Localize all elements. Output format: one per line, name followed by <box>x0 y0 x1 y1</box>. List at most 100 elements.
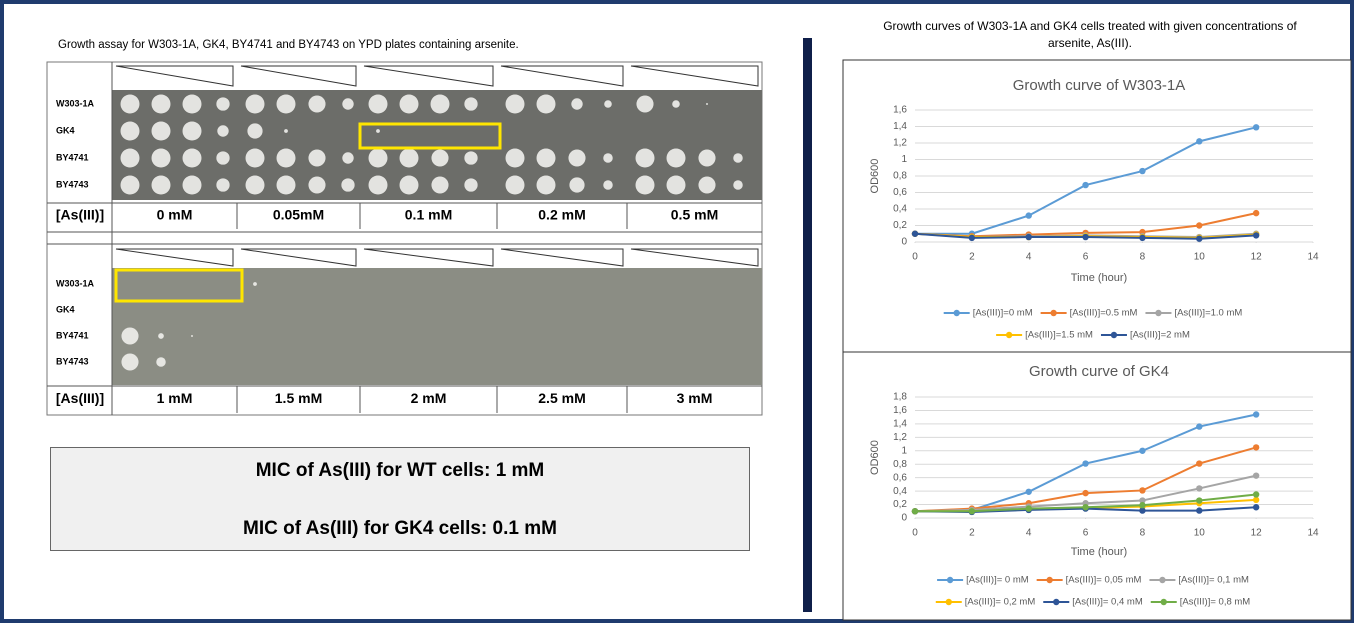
mic-text: MIC of As(III) for GK4 cells: 0.1 mM <box>51 518 749 540</box>
y-tick-label: 1 <box>901 445 907 456</box>
legend-marker <box>1155 310 1161 316</box>
legend-marker <box>946 599 952 605</box>
colony-spot <box>706 103 708 105</box>
colony-spot <box>537 176 556 195</box>
concentration-label: 3 mM <box>677 390 713 406</box>
legend-marker <box>1046 577 1052 583</box>
legend-row: [As(III)]= 0,2 mM[As(III)]= 0,4 mM[As(II… <box>936 597 1251 608</box>
divider <box>803 38 812 612</box>
colony-spot <box>400 149 419 168</box>
colony-spot <box>216 178 229 191</box>
legend-row: [As(III)]=0 mM [As(III)]=0.5 mM [As(III)]=… <box>944 308 1243 319</box>
legend-label: [As(III)]= 0,1 mM <box>1178 575 1249 586</box>
x-tick-label: 2 <box>969 252 975 263</box>
colony-spot <box>636 149 655 168</box>
data-point <box>1196 497 1202 503</box>
colony-spot <box>369 95 388 114</box>
y-axis-label: OD600 <box>869 440 881 475</box>
colony-spot <box>342 98 353 109</box>
colony-spot <box>152 149 171 168</box>
colony-spot <box>121 149 140 168</box>
data-point <box>1196 236 1202 242</box>
colony-spot <box>733 180 743 190</box>
colony-spot <box>604 100 612 108</box>
left-title: Growth assay for W303-1A, GK4, BY4741 an… <box>58 39 519 51</box>
legend-marker <box>1161 599 1167 605</box>
concentration-label: 0.05mM <box>273 207 324 223</box>
data-point <box>1253 411 1259 417</box>
data-point <box>1139 487 1145 493</box>
colony-spot <box>464 97 477 110</box>
data-point <box>1196 460 1202 466</box>
data-point <box>1139 448 1145 454</box>
legend-marker <box>953 310 959 316</box>
legend-label: [As(III)]= 0,4 mM <box>1072 597 1143 608</box>
x-axis-label: Time (hour) <box>1071 546 1127 558</box>
x-tick-label: 2 <box>969 528 975 539</box>
data-point <box>1253 444 1259 450</box>
colony-spot <box>277 149 296 168</box>
colony-spot <box>216 151 229 164</box>
legend-label: [As(III)]=0.5 mM <box>1070 308 1138 319</box>
colony-spot <box>246 149 265 168</box>
colony-spot <box>121 327 138 344</box>
y-tick-label: 0,8 <box>893 459 907 470</box>
colony-spot <box>537 95 556 114</box>
colony-spot <box>636 95 653 112</box>
chart-title: Growth curve of W303-1A <box>1013 77 1186 94</box>
strain-label: BY4743 <box>56 356 89 366</box>
x-tick-label: 10 <box>1194 252 1206 263</box>
conc-header: [As(III)] <box>56 390 104 406</box>
legend-label: [As(III)]=0 mM <box>973 308 1033 319</box>
mic-text: MIC of As(III) for WT cells: 1 mM <box>51 460 749 482</box>
x-tick-label: 14 <box>1307 252 1319 263</box>
x-tick-label: 10 <box>1194 528 1206 539</box>
x-tick-label: 0 <box>912 528 918 539</box>
legend-label: [As(III)]= 0,8 mM <box>1180 597 1251 608</box>
x-tick-label: 12 <box>1251 528 1263 539</box>
y-tick-label: 1,2 <box>893 432 907 443</box>
colony-spot <box>246 95 265 114</box>
concentration-label: 2 mM <box>411 390 447 406</box>
conc-header: [As(III)] <box>56 207 104 223</box>
y-tick-label: 0 <box>901 513 907 524</box>
legend-marker <box>947 577 953 583</box>
legend-marker <box>1111 332 1117 338</box>
colony-spot <box>152 122 171 141</box>
data-point <box>1139 235 1145 241</box>
colony-spot <box>733 153 743 163</box>
strain-label: BY4741 <box>56 330 89 340</box>
legend-label: [As(III)]=1.0 mM <box>1174 308 1242 319</box>
concentration-label: 1.5 mM <box>275 390 322 406</box>
colony-spot <box>698 149 715 166</box>
colony-spot <box>506 95 525 114</box>
colony-spot <box>603 153 613 163</box>
colony-spot <box>246 176 265 195</box>
x-tick-label: 4 <box>1026 528 1032 539</box>
colony-spot <box>152 95 171 114</box>
colony-spot <box>667 176 686 195</box>
data-point <box>1253 210 1259 216</box>
colony-spot <box>568 149 585 166</box>
colony-spot <box>308 149 325 166</box>
concentration-label: 2.5 mM <box>538 390 585 406</box>
strain-label: BY4741 <box>56 152 89 162</box>
colony-spot <box>376 129 380 133</box>
colony-spot <box>369 149 388 168</box>
data-point <box>1253 504 1259 510</box>
colony-spot <box>672 100 680 108</box>
data-point <box>1026 489 1032 495</box>
colony-spot <box>341 178 354 191</box>
colony-spot <box>506 149 525 168</box>
data-point <box>1196 138 1202 144</box>
legend-marker <box>1159 577 1165 583</box>
y-tick-label: 1 <box>901 154 907 165</box>
plate <box>112 268 762 385</box>
colony-spot <box>369 176 388 195</box>
right-title: Growth curves of W303-1A and GK4 cells t… <box>860 18 1320 52</box>
colony-spot <box>308 95 325 112</box>
concentration-label: 0.2 mM <box>538 207 585 223</box>
colony-spot <box>698 176 715 193</box>
colony-spot <box>464 151 477 164</box>
x-tick-label: 0 <box>912 252 918 263</box>
